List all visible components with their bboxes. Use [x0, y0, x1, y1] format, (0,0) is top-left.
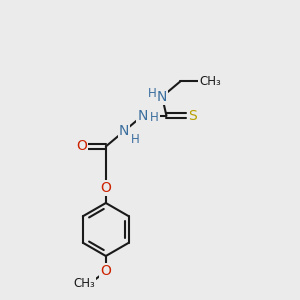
Text: CH₃: CH₃ [199, 75, 220, 88]
Text: S: S [189, 109, 197, 123]
Text: CH₃: CH₃ [73, 277, 94, 290]
Text: O: O [100, 181, 111, 195]
Text: N: N [157, 90, 167, 104]
Text: O: O [100, 264, 111, 278]
Text: H: H [150, 111, 159, 124]
Text: O: O [76, 140, 87, 154]
Text: N: N [137, 109, 148, 123]
Text: H: H [131, 133, 140, 146]
Text: H: H [147, 87, 156, 100]
Text: N: N [119, 124, 129, 138]
